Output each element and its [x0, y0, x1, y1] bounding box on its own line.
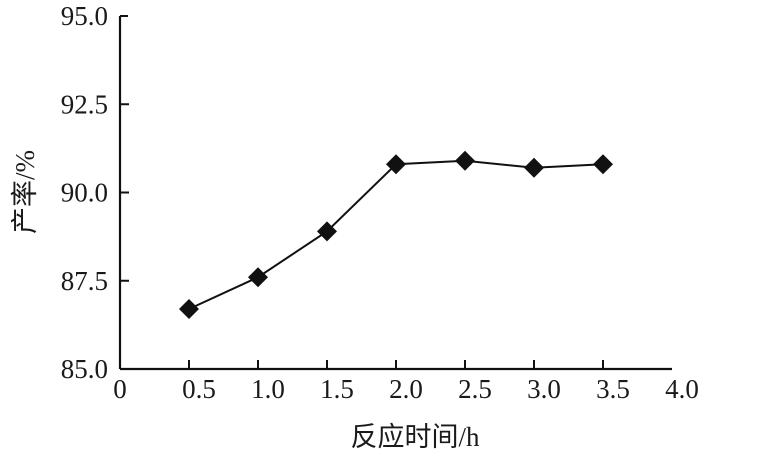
- x-tick-label: 0.5: [182, 374, 216, 404]
- y-axis-title: 产率/%: [10, 150, 40, 234]
- y-tick-label: 85.0: [61, 354, 108, 384]
- x-axis-title: 反应时间/h: [350, 422, 480, 452]
- x-tick-label: 2.5: [458, 374, 492, 404]
- x-tick-label: 3.5: [596, 374, 630, 404]
- data-point-marker: [386, 154, 406, 175]
- axes: 0 0.5 1.0 1.5 2.0 2.5 3.0 3.5 4.0 85.0 87.5 90.0 92.…: [61, 1, 699, 404]
- x-tick-label: 3.0: [527, 374, 561, 404]
- x-tick-label: 0: [113, 374, 127, 404]
- y-tick-label: 92.5: [61, 89, 108, 119]
- data-point-marker: [317, 221, 337, 242]
- y-tick-label: 90.0: [61, 178, 108, 208]
- x-tick-label: 4.0: [665, 374, 699, 404]
- data-point-marker: [248, 267, 268, 288]
- series-line: [188, 159, 604, 310]
- x-tick-label: 1.5: [320, 374, 354, 404]
- data-point-marker: [593, 154, 613, 175]
- series: [179, 150, 613, 319]
- x-tick-label: 2.0: [389, 374, 423, 404]
- data-point-marker: [179, 298, 199, 319]
- y-tick-label: 87.5: [61, 266, 108, 296]
- data-point-marker: [455, 150, 475, 171]
- data-point-marker: [524, 157, 544, 178]
- x-tick-label: 1.0: [251, 374, 285, 404]
- y-tick-label: 95.0: [61, 1, 108, 31]
